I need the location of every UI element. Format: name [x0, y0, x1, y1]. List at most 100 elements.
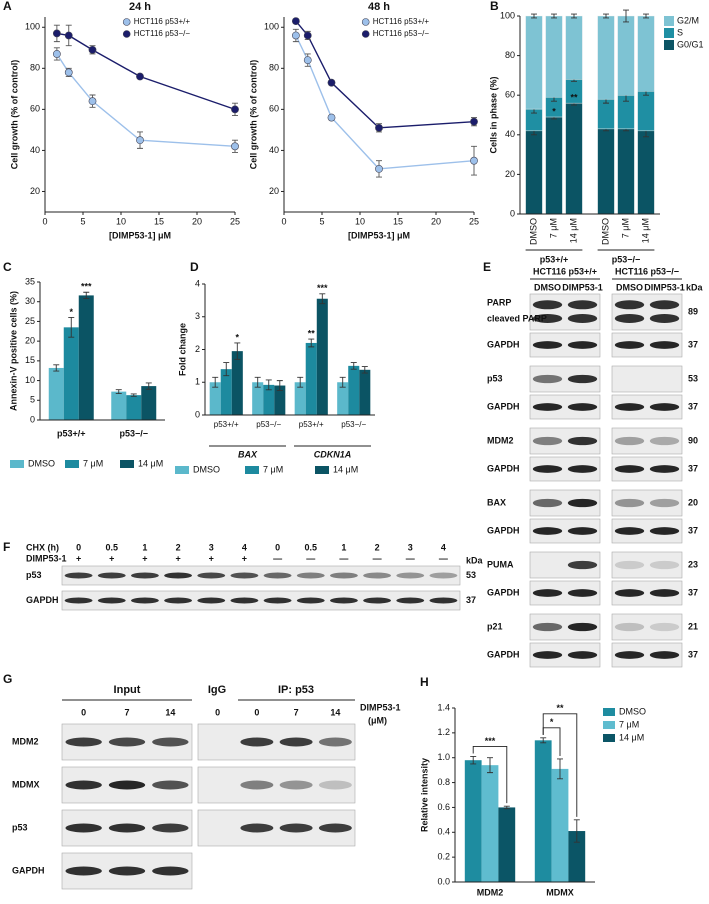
error-bar: [339, 376, 346, 388]
x-tick-label: 7 μM: [620, 218, 630, 238]
band: [649, 622, 680, 632]
band: [230, 597, 259, 604]
data-point: [327, 113, 336, 122]
blot-header: IgG: [208, 684, 226, 696]
significance: *: [69, 307, 73, 317]
legend-marker: [361, 18, 370, 26]
error-bar: [623, 9, 629, 23]
bar-segment: [637, 130, 655, 215]
kda-label: 37: [688, 339, 698, 349]
band: [279, 737, 313, 747]
band: [152, 737, 189, 747]
kda-label: 37: [688, 587, 698, 597]
lane-label: —: [373, 553, 382, 563]
bar: [126, 395, 142, 420]
x-tick-label: MDM2: [477, 887, 504, 897]
legend-marker: [361, 30, 370, 38]
legend-swatch: [664, 28, 674, 38]
x-tick-label: 15: [393, 216, 403, 226]
x-tick-label: 5: [80, 216, 85, 226]
band: [567, 560, 598, 570]
band: [329, 597, 358, 604]
band: [614, 465, 645, 473]
band: [152, 780, 189, 790]
protein-label: MDMX: [12, 779, 40, 789]
band: [130, 572, 159, 579]
band: [532, 341, 563, 349]
legend-label: DMSO: [193, 464, 220, 474]
data-point: [291, 17, 300, 26]
band: [649, 498, 680, 508]
legend-label: DMSO: [28, 458, 55, 468]
bar: [78, 295, 94, 420]
band: [614, 622, 645, 632]
bar: [252, 382, 264, 415]
band: [567, 403, 598, 411]
y-tick-label: 20: [269, 186, 279, 196]
data-point: [375, 123, 383, 132]
legend-label: G2/M: [677, 15, 699, 25]
error-bar: [361, 366, 368, 374]
lane-label: 0: [215, 707, 220, 717]
protein-label: p53: [12, 822, 28, 832]
kda-label: 90: [688, 435, 698, 445]
lane-label: +: [142, 553, 147, 563]
band: [649, 651, 680, 659]
chart-title: 24 h: [129, 1, 151, 13]
data-point: [52, 29, 61, 38]
lane-label: 0: [76, 542, 81, 552]
x-tick-label: p53+/+: [214, 420, 239, 429]
y-tick-label: 40: [30, 145, 40, 155]
band: [567, 465, 598, 473]
chart-title: 48 h: [368, 1, 390, 13]
error-bar: [540, 737, 547, 744]
band: [567, 436, 598, 446]
band: [197, 597, 226, 604]
y-tick-label: 60: [30, 104, 40, 114]
legend-label: 14 μM: [138, 458, 163, 468]
error-bar: [83, 291, 90, 300]
lane-label: +: [76, 553, 81, 563]
panel-label: G: [3, 672, 12, 686]
error-bar: [297, 376, 304, 388]
y-tick-label: 0.4: [437, 827, 450, 837]
bar: [209, 382, 221, 415]
protein-label: GAPDH: [487, 401, 520, 411]
band: [65, 737, 102, 747]
group-label: BAX: [238, 449, 258, 459]
band: [108, 737, 146, 747]
data-point: [470, 156, 478, 165]
legend-label: HCT116 p53+/+: [373, 17, 430, 26]
protein-label: BAX: [487, 497, 506, 507]
series-line: [295, 35, 475, 170]
error-bar: [68, 317, 75, 338]
band: [318, 780, 352, 790]
panel-label: E: [483, 260, 491, 274]
x-tick-label: DMSO: [528, 218, 538, 245]
band: [97, 597, 126, 604]
band: [532, 498, 563, 508]
protein-label: GAPDH: [487, 339, 520, 349]
legend-swatch: [603, 708, 615, 716]
data-point: [136, 72, 144, 81]
significance-bracket: [542, 713, 578, 817]
y-tick-label: 0: [30, 414, 35, 424]
y-tick-label: 3: [195, 311, 200, 321]
legend-swatch: [603, 734, 615, 742]
legend-label: 7 μM: [619, 719, 639, 729]
bar: [348, 365, 360, 415]
bar: [141, 386, 157, 420]
band: [614, 651, 645, 659]
blot: [611, 293, 683, 331]
legend-swatch: [65, 460, 79, 468]
y-tick-label: 80: [505, 50, 515, 60]
band: [108, 866, 146, 876]
data-point: [327, 78, 336, 87]
band: [152, 866, 189, 876]
data-point: [291, 31, 300, 40]
bar: [534, 740, 552, 882]
band: [532, 300, 563, 310]
y-tick-label: 0.8: [437, 777, 450, 787]
y-tick-label: 20: [30, 186, 40, 196]
band: [230, 572, 259, 579]
